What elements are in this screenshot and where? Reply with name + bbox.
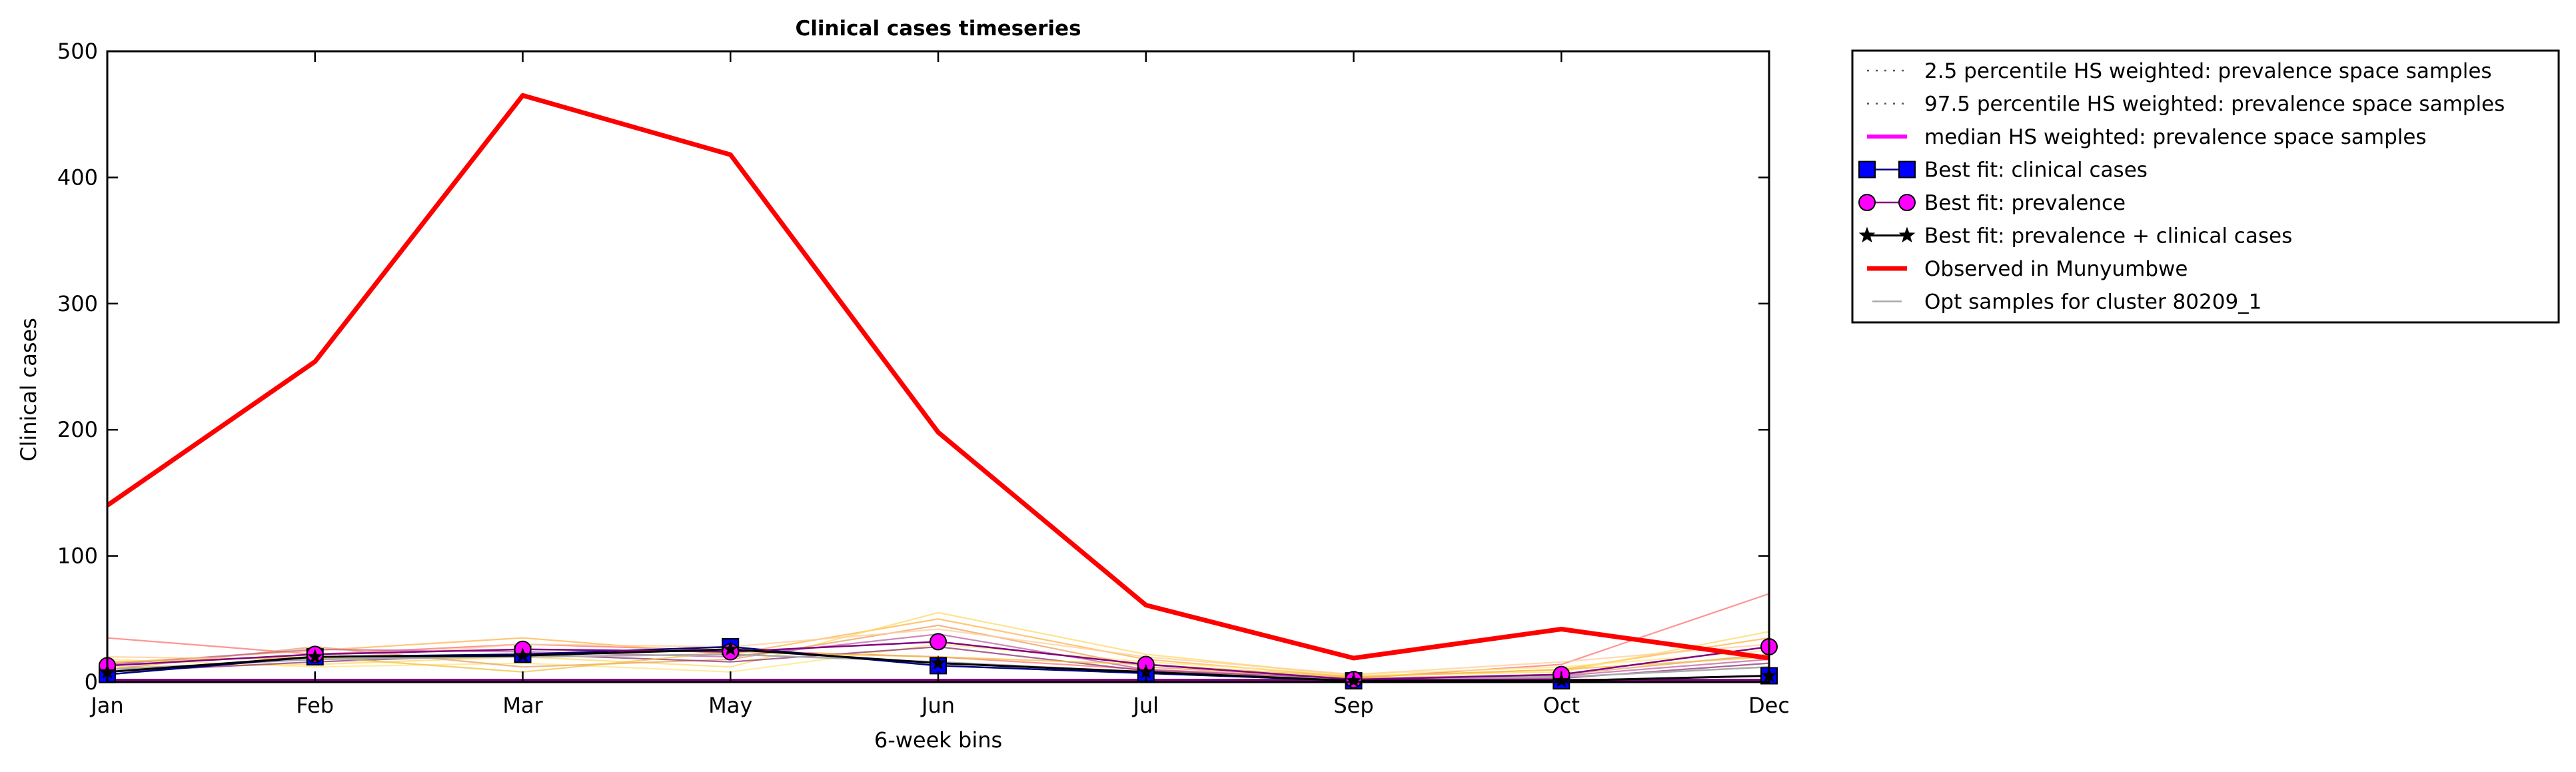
y-tick-label: 500: [57, 39, 98, 64]
best-fit-combined-marker: [722, 641, 738, 656]
best-fit-combined-marker: [307, 649, 323, 663]
legend-star-marker: [1898, 226, 1916, 242]
legend-square-marker: [1898, 161, 1916, 179]
legend-label: Best fit: clinical cases: [1924, 159, 2148, 183]
plot-area: 0 100 200 300 400 500 Jan Feb Mar May Jun Jul Sep Oct…: [57, 39, 1790, 718]
legend-label: 97.5 percentile HS weighted: prevalence …: [1924, 93, 2505, 117]
legend-label: Best fit: prevalence + clinical cases: [1924, 224, 2292, 248]
legend-item: Best fit: clinical cases: [1858, 159, 2148, 183]
observed-line: [107, 93, 1769, 661]
legend: 2.5 percentile HS weighted: prevalence s…: [1851, 49, 2560, 324]
legend-circle-marker: [1858, 194, 1876, 211]
legend-item: Best fit: prevalence + clinical cases: [1858, 224, 2292, 248]
legend-item: Opt samples for cluster 80209_1: [1872, 290, 2261, 314]
legend-item: Best fit: prevalence: [1858, 191, 2126, 215]
legend-item: Observed in Munyumbwe: [1867, 257, 2188, 281]
legend-item: 2.5 percentile HS weighted: prevalence s…: [1867, 59, 2492, 83]
x-tick-label: May: [708, 693, 752, 718]
plot-lines: [107, 93, 1769, 682]
chart-title: Clinical cases timeseries: [795, 17, 1081, 41]
legend-label: median HS weighted: prevalence space sam…: [1924, 125, 2427, 149]
legend-label: 2.5 percentile HS weighted: prevalence s…: [1924, 59, 2492, 83]
y-tick-label: 0: [85, 669, 98, 695]
x-tick-label: Jun: [920, 693, 955, 718]
best-fit-combined-marker: [515, 647, 530, 662]
y-axis-label: Clinical cases: [16, 318, 41, 462]
legend-item: median HS weighted: prevalence space sam…: [1867, 125, 2427, 149]
legend-label: Best fit: prevalence: [1924, 191, 2126, 215]
legend-label: Opt samples for cluster 80209_1: [1924, 290, 2261, 314]
x-tick-label: Jan: [89, 693, 123, 718]
x-tick-label: Feb: [296, 693, 334, 718]
x-tick-label: Sep: [1333, 693, 1373, 718]
best-fit-combined-marker: [1138, 663, 1154, 679]
x-tick-label: Oct: [1543, 693, 1580, 718]
legend-item: 97.5 percentile HS weighted: prevalence …: [1867, 93, 2505, 117]
y-tick-label: 200: [57, 417, 98, 442]
opt-sample-line-8: [107, 628, 1769, 675]
best-fit-prevalence-marker: [930, 633, 947, 651]
x-tick-label: Dec: [1748, 693, 1790, 718]
y-tick-label: 300: [57, 291, 98, 316]
x-tick-label: Jul: [1131, 693, 1159, 718]
legend-square-marker: [1858, 161, 1876, 179]
y-tick-label: 100: [57, 544, 98, 569]
x-axis-label: 6-week bins: [874, 727, 1002, 753]
legend-circle-marker: [1898, 194, 1916, 211]
legend-label: Observed in Munyumbwe: [1924, 257, 2188, 281]
legend-star-marker: [1858, 226, 1876, 242]
y-tick-label: 400: [57, 165, 98, 190]
plot-frame: [106, 50, 1770, 683]
best-fit-combined-marker: [930, 655, 946, 670]
x-tick-label: Mar: [502, 693, 543, 718]
legend-box: [1851, 49, 2560, 324]
